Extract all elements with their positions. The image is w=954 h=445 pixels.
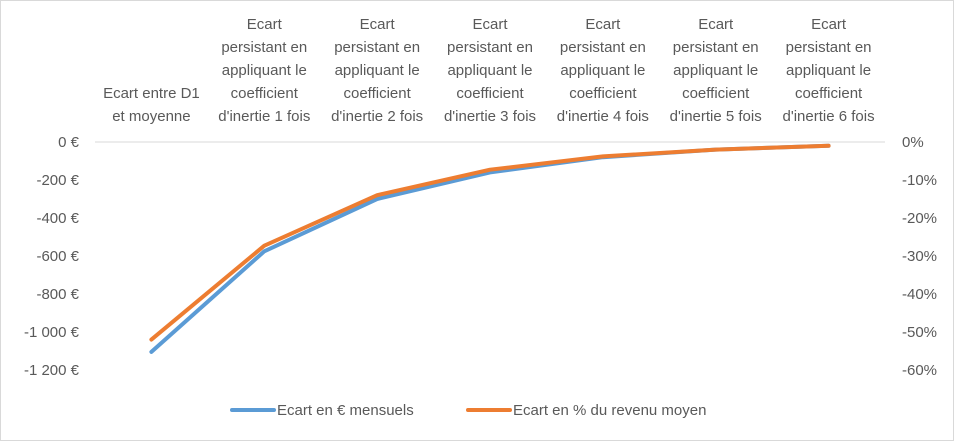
right-tick-label: -30% [902,248,937,265]
legend-label: Ecart en % du revenu moyen [513,402,706,419]
left-tick-label: 0 € [58,134,80,151]
legend-label: Ecart en € mensuels [277,402,414,419]
left-tick-label: -800 € [36,286,79,303]
right-tick-label: -50% [902,324,937,341]
right-tick-label: -20% [902,210,937,227]
left-tick-label: -1 200 € [24,362,80,379]
left-tick-label: -200 € [36,172,79,189]
legend: Ecart en € mensuels Ecart en % du revenu … [232,402,706,419]
left-tick-label: -1 000 € [24,324,80,341]
right-tick-label: -60% [902,362,937,379]
series-line [151,146,828,352]
left-tick-label: -600 € [36,248,79,265]
series-line [151,146,828,340]
series-lines [151,146,828,352]
right-tick-label: -10% [902,172,937,189]
right-tick-label: -40% [902,286,937,303]
right-axis-ticks: 0% -10% -20% -30% -40% -50% -60% [902,134,937,379]
left-tick-label: -400 € [36,210,79,227]
left-axis-ticks: 0 € -200 € -400 € -600 € -800 € -1 000 € -1 20… [24,134,80,379]
right-tick-label: 0% [902,134,924,151]
